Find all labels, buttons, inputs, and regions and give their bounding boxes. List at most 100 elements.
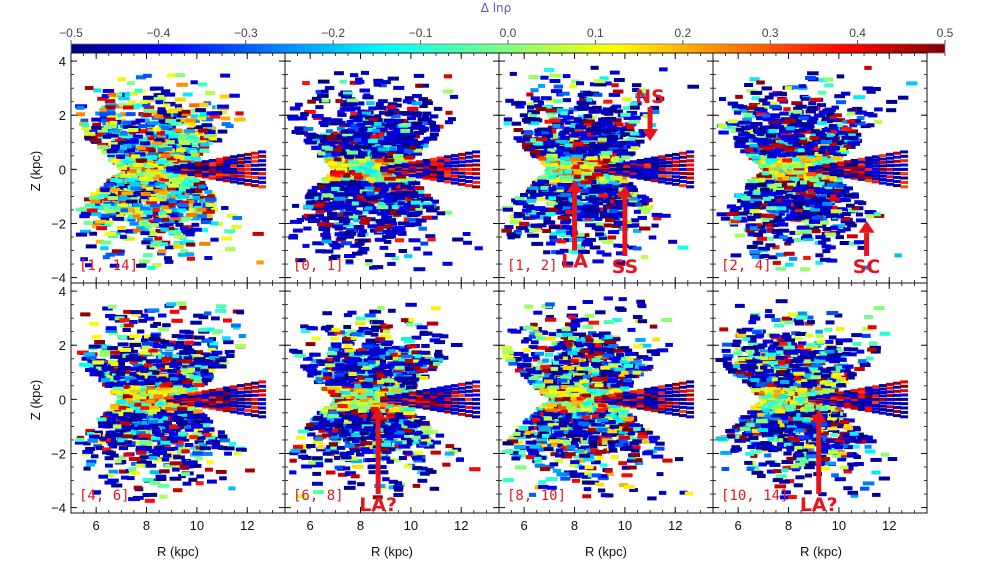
scatter-point [545, 108, 557, 113]
scatter-point [408, 181, 421, 186]
scatter-point [619, 140, 627, 145]
scatter-point [116, 226, 126, 230]
scatter-point [352, 115, 361, 120]
scatter-point [172, 199, 183, 204]
scatter-point [436, 179, 445, 183]
scatter-point [331, 151, 339, 156]
scatter-point [138, 124, 147, 129]
scatter-point [472, 180, 481, 184]
scatter-point [657, 174, 666, 178]
scatter-point [423, 137, 431, 142]
scatter-point [415, 160, 424, 164]
scatter-point [413, 73, 425, 78]
scatter-point [524, 117, 536, 121]
scatter-point [648, 235, 657, 240]
scatter-point [341, 176, 351, 181]
scatter-point [177, 177, 189, 182]
scatter-point [198, 184, 206, 189]
scatter-point [458, 152, 466, 156]
scatter-point [578, 146, 591, 151]
scatter-point [328, 182, 339, 187]
scatter-point [412, 94, 422, 98]
scatter-point [130, 91, 138, 96]
scatter-point [201, 164, 210, 168]
scatter-point [672, 179, 680, 182]
scatter-point [527, 189, 536, 194]
scatter-point [594, 79, 606, 84]
scatter-point [302, 243, 310, 248]
scatter-point [406, 211, 417, 216]
scatter-point [177, 208, 186, 213]
scatter-point [537, 176, 550, 180]
scatter-point [171, 219, 179, 224]
scatter-point [229, 164, 238, 168]
scatter-point [191, 178, 200, 183]
scatter-point [115, 251, 125, 256]
scatter-point [157, 249, 167, 254]
scatter-point [317, 79, 330, 84]
scatter-point [98, 118, 108, 123]
scatter-point [199, 228, 209, 233]
scatter-point [135, 155, 148, 160]
scatter-point [128, 132, 136, 136]
scatter-point [458, 175, 466, 179]
scatter-point [121, 134, 133, 139]
scatter-point [76, 112, 85, 117]
scatter-point [186, 189, 195, 194]
scatter-point [201, 123, 213, 128]
scatter-point [546, 166, 557, 171]
scatter-point [373, 187, 381, 192]
scatter-point [229, 180, 238, 184]
scatter-point [650, 173, 659, 177]
scatter-point [450, 157, 459, 161]
scatter-point [169, 213, 179, 218]
scatter-point [208, 174, 217, 178]
scatter-point [306, 192, 318, 197]
scatter-point [595, 222, 604, 227]
scatter-point [564, 169, 572, 174]
scatter-point [148, 223, 159, 228]
scatter-point [236, 174, 245, 178]
scatter-point [407, 191, 419, 196]
scatter-point [225, 247, 236, 252]
scatter-point [101, 223, 112, 227]
scatter-point [204, 197, 217, 202]
scatter-point [119, 103, 131, 108]
scatter-point [132, 203, 143, 208]
scatter-point [84, 86, 94, 90]
scatter-point [351, 106, 361, 111]
scatter-point [334, 232, 346, 237]
scatter-point [378, 218, 388, 223]
scatter-point [598, 145, 609, 150]
scatter-point [347, 192, 355, 197]
scatter-point [668, 239, 678, 244]
scatter-point [458, 164, 466, 168]
scatter-point [176, 107, 184, 112]
scatter-point [203, 134, 212, 139]
scatter-point [511, 121, 522, 126]
scatter-point [332, 224, 344, 229]
scatter-point [175, 222, 184, 227]
scatter-point [346, 229, 355, 234]
scatter-point [166, 166, 175, 170]
scatter-point [160, 177, 170, 182]
scatter-point [118, 96, 130, 101]
scatter-point [344, 234, 354, 239]
scatter-point [348, 214, 360, 219]
scatter-point [220, 73, 231, 78]
scatter-point [657, 180, 666, 184]
scatter-point [527, 105, 535, 110]
scatter-point [651, 223, 659, 228]
scatter-point [447, 117, 456, 122]
scatter-point [318, 141, 327, 146]
scatter-point [147, 152, 159, 157]
scatter-point [182, 240, 195, 245]
scatter-point [519, 113, 528, 118]
scatter-point [513, 234, 521, 239]
scatter-point [400, 128, 411, 133]
scatter-point [123, 156, 133, 161]
scatter-point [462, 232, 471, 236]
scatter-point [244, 164, 252, 168]
scatter-point [176, 194, 188, 199]
scatter-point [178, 136, 187, 141]
